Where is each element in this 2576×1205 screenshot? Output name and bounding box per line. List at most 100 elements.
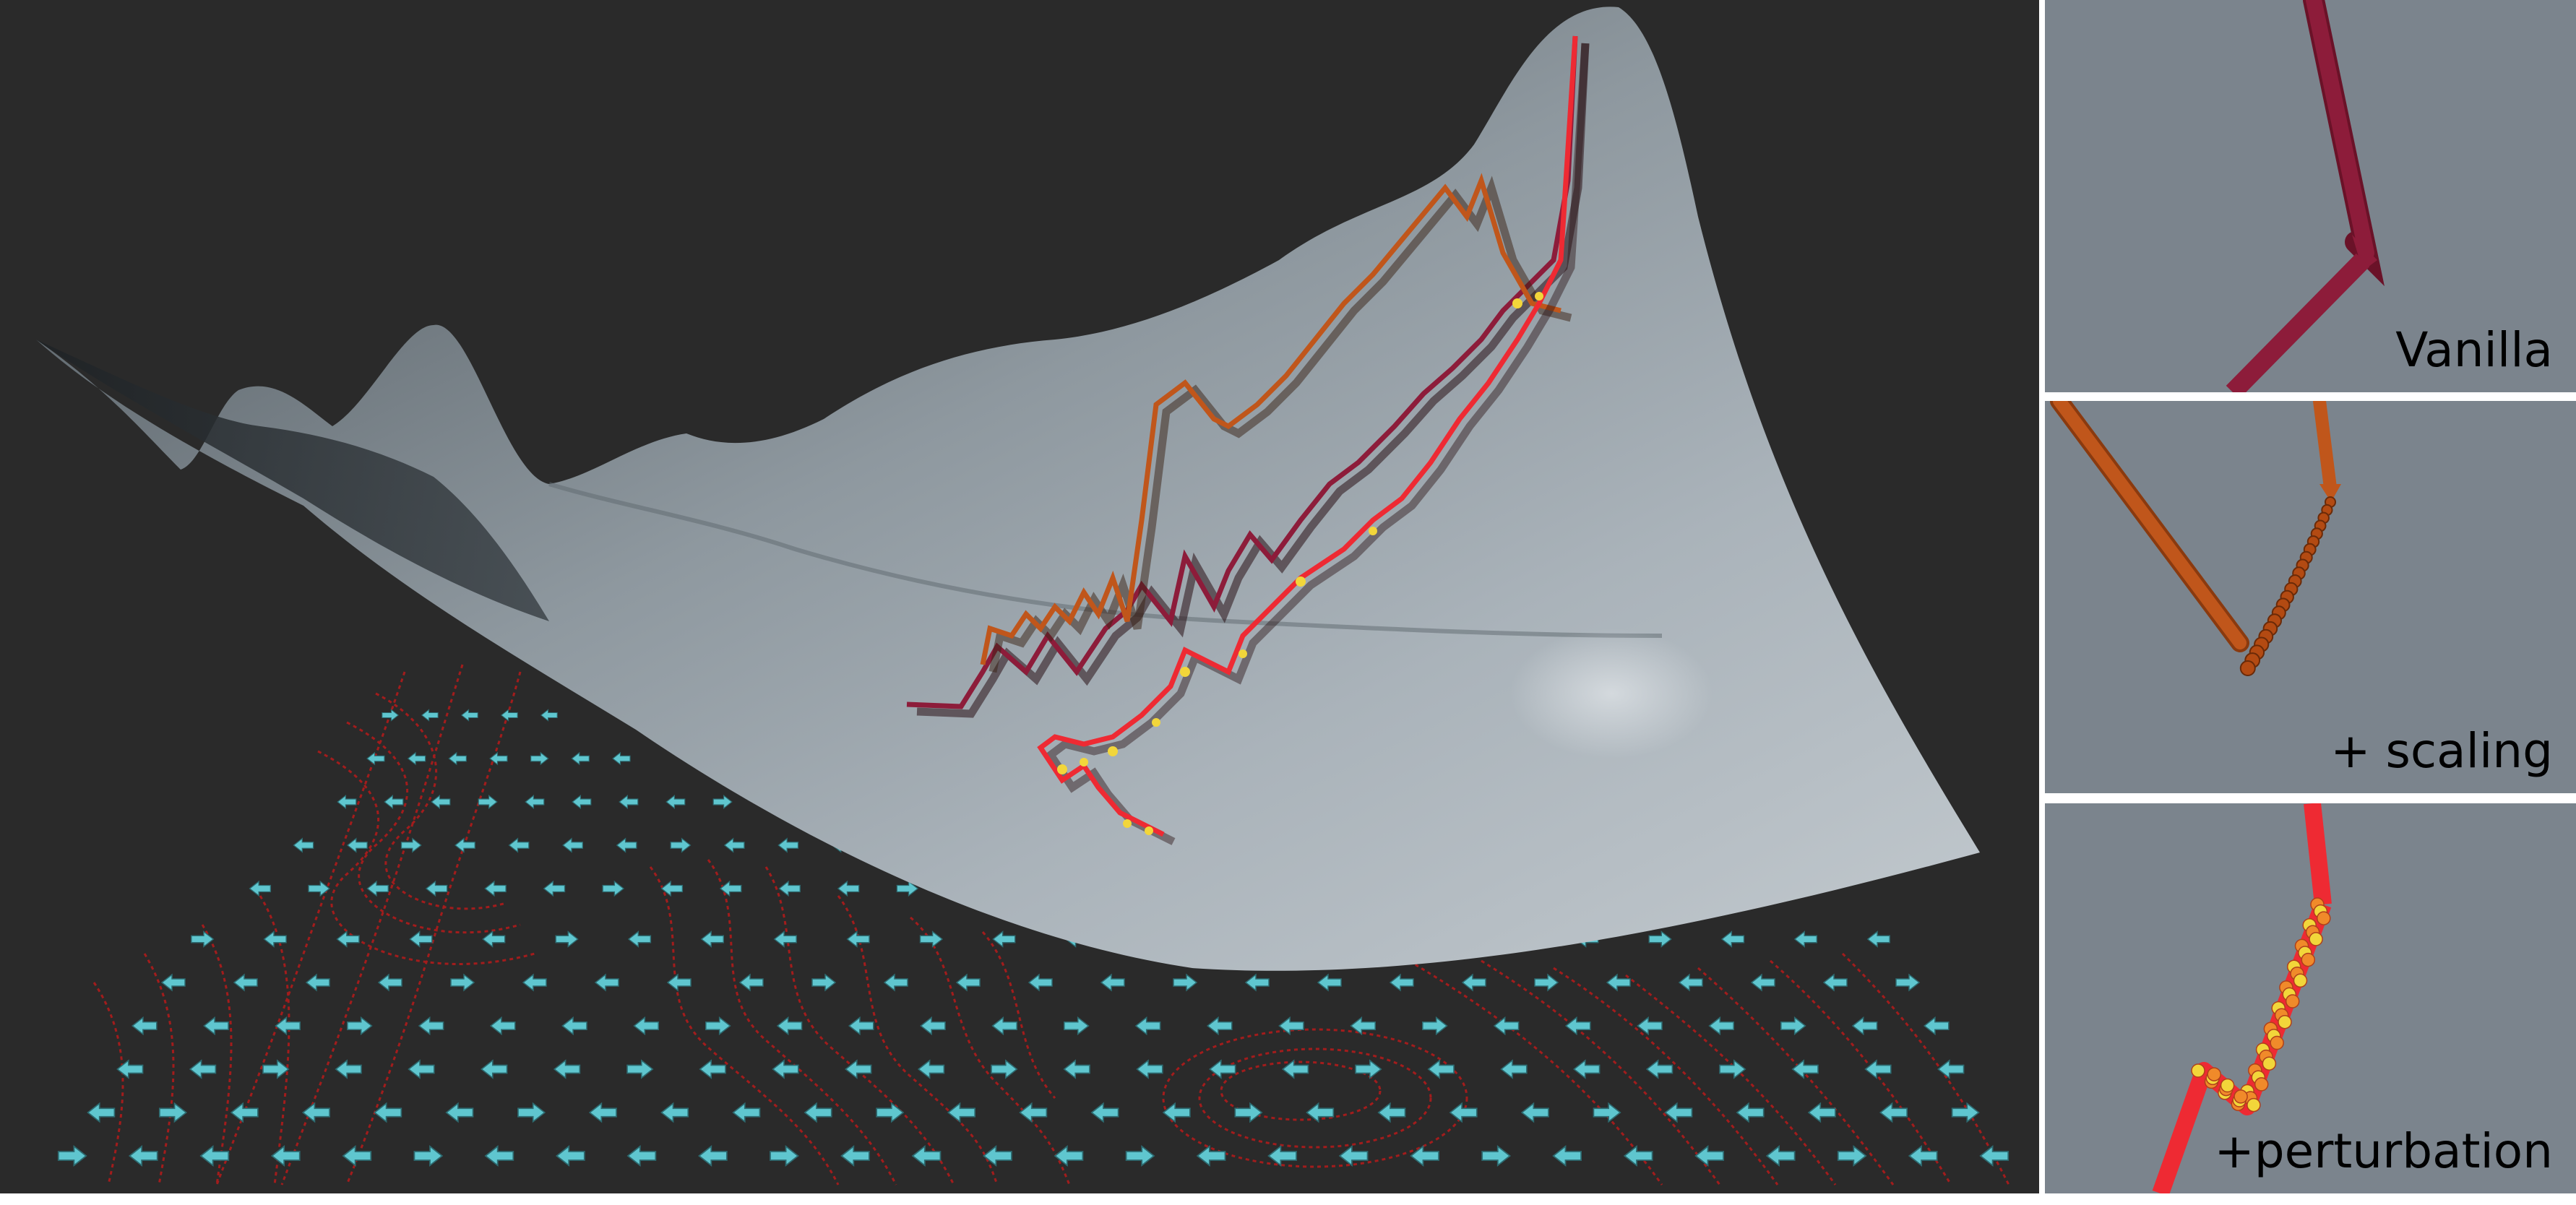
gradient-arrow-icon (1449, 1102, 1478, 1123)
gradient-arrow-icon (1350, 1016, 1376, 1036)
gradient-arrow-icon (811, 973, 837, 992)
gradient-arrow-icon (665, 794, 686, 810)
gradient-arrow-icon (489, 1016, 516, 1036)
gradient-arrow-icon (1736, 1102, 1765, 1123)
inset-panel-perturbation: +perturbation (2045, 803, 2576, 1193)
gradient-arrow-icon (619, 794, 639, 810)
gradient-arrow-icon (660, 880, 684, 897)
gradient-arrow-icon (1793, 930, 1818, 948)
gradient-arrow-icon (1054, 1144, 1084, 1167)
gradient-arrow-icon (1606, 973, 1631, 992)
gradient-arrow-icon (1637, 1016, 1663, 1036)
gradient-arrow-icon (347, 1016, 373, 1036)
gradient-arrow-icon (1090, 1102, 1119, 1123)
gradient-arrow-icon (203, 1016, 229, 1036)
gradient-arrow-icon (588, 1102, 617, 1123)
gradient-arrow-icon (660, 1102, 689, 1123)
gradient-arrow-icon (522, 973, 547, 992)
gradient-arrow-icon (308, 880, 330, 897)
gradient-arrow-icon (1134, 1016, 1161, 1036)
gradient-arrow-icon (1750, 973, 1775, 992)
gradient-arrow-icon (293, 837, 314, 853)
gradient-arrow-icon (366, 751, 385, 766)
gradient-arrow-icon (481, 1059, 508, 1079)
gradient-arrow-icon (543, 880, 566, 897)
gradient-arrow-icon (262, 1059, 290, 1079)
gradient-arrow-icon (500, 709, 518, 722)
gradient-arrow-icon (448, 751, 467, 766)
gradient-arrow-icon (1664, 1102, 1693, 1123)
gradient-arrow-icon (116, 1059, 144, 1079)
gradient-arrow-icon (337, 794, 357, 810)
gradient-arrow-icon (478, 794, 498, 810)
gradient-arrow-icon (346, 837, 368, 853)
gradient-arrow-icon (482, 930, 506, 948)
gradient-arrow-icon (700, 930, 724, 948)
gradient-arrow-icon (738, 973, 764, 992)
gradient-arrow-icon (626, 1144, 657, 1167)
gradient-arrow-icon (1206, 1016, 1233, 1036)
gradient-arrow-icon (561, 1016, 587, 1036)
gradient-arrow-icon (418, 1016, 444, 1036)
gradient-arrow-icon (602, 880, 625, 897)
gradient-arrow-icon (553, 1059, 581, 1079)
gradient-arrow-icon (776, 1016, 803, 1036)
gradient-arrow-icon (1278, 1016, 1304, 1036)
gradient-arrow-icon (525, 794, 545, 810)
gradient-arrow-icon (1234, 1102, 1263, 1123)
gradient-arrow-icon (1979, 1144, 2009, 1167)
gradient-arrow-icon (1267, 1144, 1297, 1167)
trajectory-perturbation (1037, 35, 1590, 845)
gradient-arrow-icon (778, 880, 801, 897)
gradient-arrow-icon (1866, 930, 1890, 948)
gradient-arrow-icon (1534, 973, 1559, 992)
gradient-arrow-icon (1694, 1144, 1725, 1167)
gradient-arrow-icon (846, 930, 870, 948)
gradient-arrow-icon (1317, 973, 1342, 992)
gradient-arrow-icon (1461, 973, 1486, 992)
gradient-arrow-icon (1064, 1016, 1090, 1036)
gradient-arrow-icon (57, 1144, 87, 1167)
trajectory-vanilla (906, 35, 1590, 718)
gradient-arrow-icon (508, 837, 530, 853)
inset-path-scaling (2050, 401, 2341, 676)
gradient-arrow-icon (431, 794, 451, 810)
gradient-arrow-icon (1063, 1059, 1090, 1079)
gradient-arrow-icon (555, 1144, 585, 1167)
gradient-arrow-icon (374, 1102, 402, 1123)
gradient-arrow-icon (189, 1059, 217, 1079)
trajectory-scaling (980, 173, 1572, 673)
gradient-arrow-icon (1807, 1102, 1836, 1123)
gradient-arrow-icon (1837, 1144, 1867, 1167)
gradient-arrow-icon (517, 1102, 546, 1123)
gradient-arrow-icon (1593, 1102, 1621, 1123)
gradient-arrow-icon (991, 1059, 1018, 1079)
gradient-arrow-icon (1864, 1059, 1892, 1079)
gradient-arrow-icon (384, 794, 404, 810)
gradient-arrow-icon (1028, 973, 1053, 992)
inset-path-perturbation (2152, 803, 2332, 1193)
gradient-arrow-icon (1136, 1059, 1163, 1079)
gradient-arrow-icon (1791, 1059, 1819, 1079)
gradient-arrow-icon (128, 1144, 158, 1167)
gradient-arrow-icon (777, 837, 799, 853)
gradient-arrow-icon (911, 1144, 942, 1167)
gradient-arrow-icon (1100, 973, 1125, 992)
gradient-arrow-icon (876, 1102, 905, 1123)
gradient-arrow-icon (408, 1059, 435, 1079)
gradient-arrow-icon (719, 880, 742, 897)
gradient-arrow-icon (670, 837, 692, 853)
gradient-arrow-icon (1427, 1059, 1455, 1079)
gradient-arrow-icon (1719, 1059, 1746, 1079)
gradient-arrow-icon (455, 837, 475, 853)
gradient-arrow-icon (1481, 1144, 1512, 1167)
inset-label-scaling: + scaling (2330, 723, 2553, 779)
gradient-arrow-icon (1281, 1059, 1309, 1079)
gradient-arrow-icon (633, 1016, 659, 1036)
gradient-arrow-icon (382, 709, 400, 722)
gradient-arrow-icon (1552, 1144, 1582, 1167)
gradient-arrow-icon (699, 1059, 726, 1079)
gradient-arrow-icon (698, 1144, 728, 1167)
gradient-arrow-icon (445, 1102, 474, 1123)
gradient-arrow-icon (992, 930, 1016, 948)
